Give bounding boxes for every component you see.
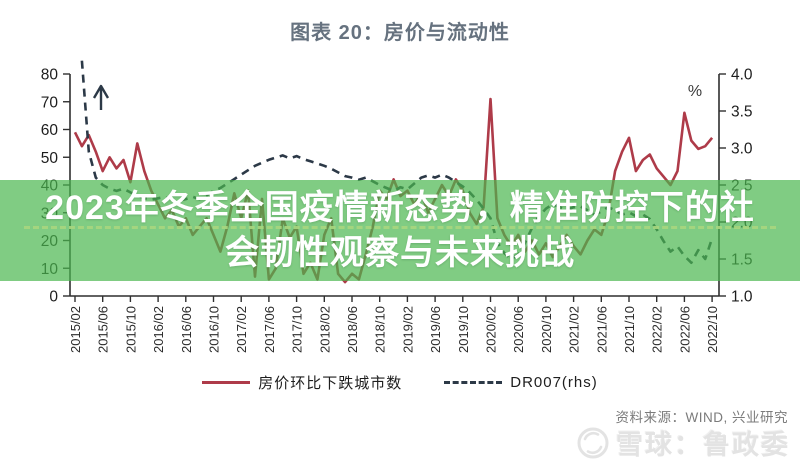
svg-text:2020/10: 2020/10: [539, 306, 554, 353]
svg-text:2015/06: 2015/06: [96, 306, 111, 353]
svg-text:2017/06: 2017/06: [262, 306, 277, 353]
svg-text:2016/10: 2016/10: [207, 306, 222, 353]
svg-text:80: 80: [41, 67, 59, 84]
data-source-note: 资料来源：WIND, 兴业研究: [615, 410, 788, 425]
svg-text:2022/02: 2022/02: [650, 306, 665, 353]
solid-line-swatch: [202, 381, 251, 384]
banner-dashed-line: [24, 226, 776, 229]
svg-text:2018/02: 2018/02: [317, 306, 332, 353]
svg-text:2020/06: 2020/06: [511, 306, 526, 353]
svg-text:3.0: 3.0: [731, 141, 753, 158]
overlay-banner: 2023年冬季全国疫情新态势，精准防控下的社 会韧性观察与未来挑战: [0, 180, 800, 281]
legend-label-price: 房价环比下跌城市数: [258, 375, 403, 392]
chart-title: 图表 20：房价与流动性: [290, 22, 510, 44]
svg-text:2018/06: 2018/06: [345, 306, 360, 353]
svg-text:2020/02: 2020/02: [484, 306, 499, 353]
banner-text-line1: 2023年冬季全国疫情新态势，精准防控下的社: [45, 188, 755, 227]
svg-text:2022/10: 2022/10: [705, 306, 720, 353]
svg-text:60: 60: [41, 122, 59, 139]
svg-text:50: 50: [41, 150, 59, 167]
svg-text:2016/02: 2016/02: [151, 306, 166, 353]
svg-text:2015/10: 2015/10: [123, 306, 138, 353]
svg-text:2018/10: 2018/10: [373, 306, 388, 353]
chart-legend: 房价环比下跌城市数 DR007(rhs): [0, 372, 800, 393]
svg-text:2019/02: 2019/02: [400, 306, 415, 353]
snowball-logo-icon: [577, 427, 609, 458]
watermark-text: 雪球：鲁政委: [616, 430, 790, 460]
svg-text:2016/06: 2016/06: [179, 306, 194, 353]
svg-text:0: 0: [49, 289, 58, 306]
svg-text:2021/10: 2021/10: [622, 306, 637, 353]
svg-text:2017/02: 2017/02: [234, 306, 249, 353]
svg-text:%: %: [688, 83, 702, 100]
legend-item-dr007: DR007(rhs): [444, 374, 598, 391]
dashed-line-swatch: [444, 381, 503, 384]
svg-text:3.5: 3.5: [731, 104, 753, 121]
watermark: 雪球：鲁政委: [576, 423, 790, 462]
svg-text:2017/10: 2017/10: [290, 306, 305, 353]
legend-item-price: 房价环比下跌城市数: [202, 372, 402, 393]
banner-text-line2: 会韧性观察与未来挑战: [225, 233, 575, 272]
svg-text:2019/10: 2019/10: [456, 306, 471, 353]
svg-text:2019/06: 2019/06: [428, 306, 443, 353]
svg-text:2021/02: 2021/02: [567, 306, 582, 353]
svg-text:2022/06: 2022/06: [677, 306, 692, 353]
svg-text:70: 70: [41, 94, 59, 111]
svg-text:2021/06: 2021/06: [594, 306, 609, 353]
svg-text:2015/02: 2015/02: [68, 306, 83, 353]
svg-text:4.0: 4.0: [731, 67, 753, 84]
svg-text:1.0: 1.0: [731, 289, 753, 306]
legend-label-dr007: DR007(rhs): [510, 374, 598, 391]
